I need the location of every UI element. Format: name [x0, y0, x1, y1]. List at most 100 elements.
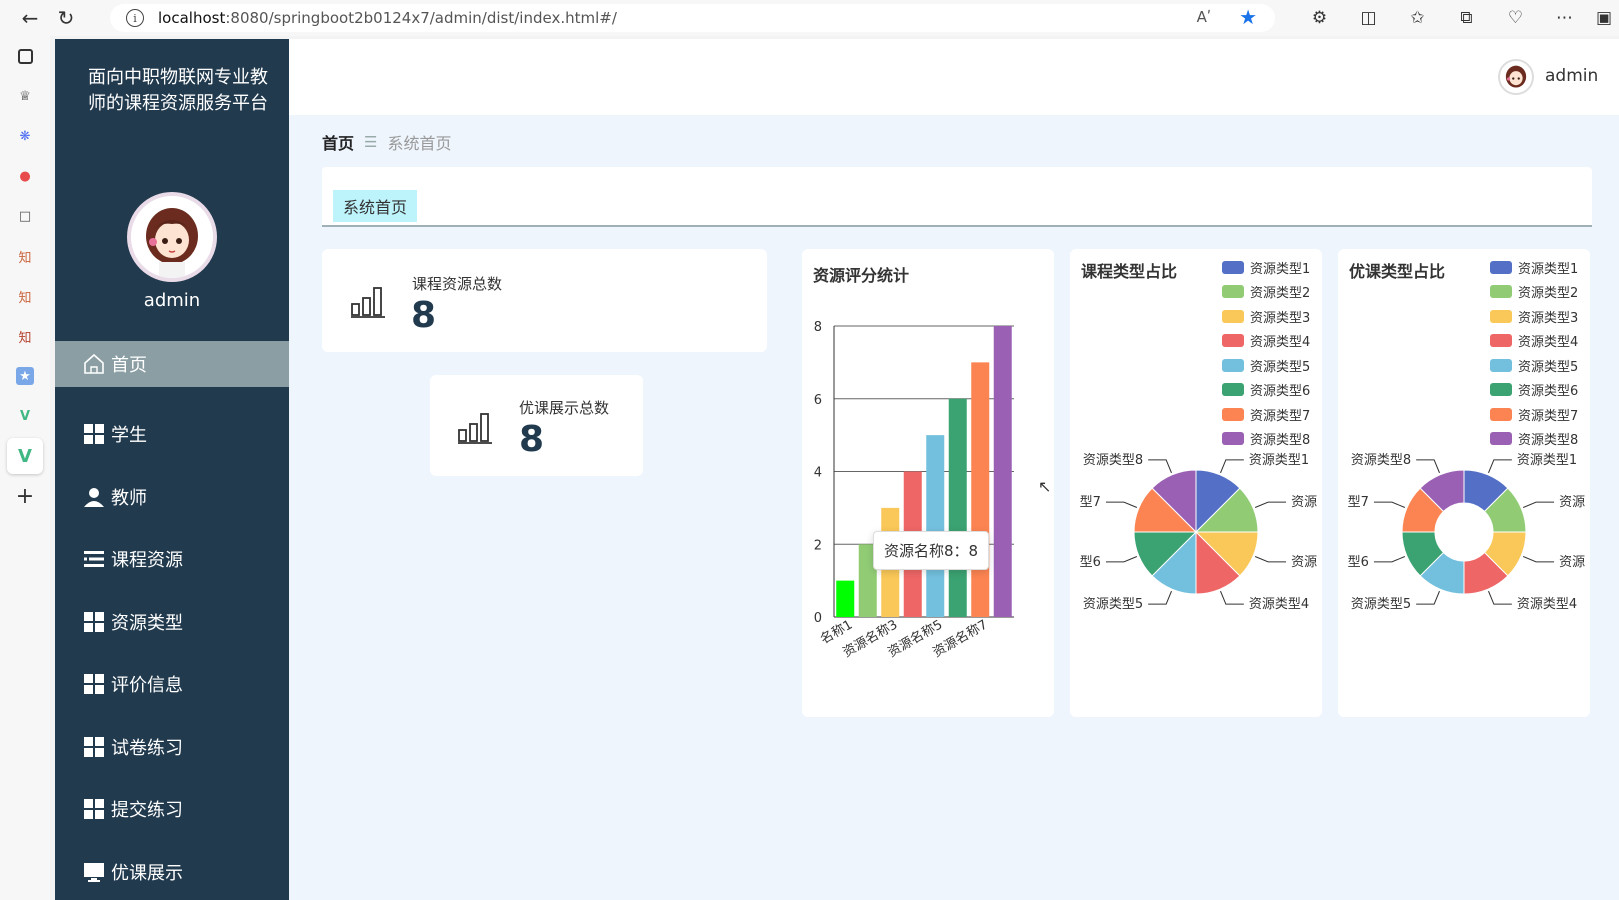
- favorites-icon[interactable]: ✩: [1410, 8, 1425, 28]
- tab-zhi-icon[interactable]: 知: [18, 330, 32, 346]
- sidebar-item-resource-types[interactable]: 资源类型: [55, 591, 289, 654]
- stat-label: 课程资源总数: [412, 275, 503, 293]
- bar: [836, 580, 855, 617]
- legend-item[interactable]: 资源类型5: [1222, 353, 1310, 378]
- legend-item[interactable]: 资源类型4: [1222, 329, 1310, 354]
- refresh-icon[interactable]: ↻: [57, 6, 75, 30]
- sidebar-item-label: 教师: [111, 487, 147, 509]
- grid-icon: [83, 673, 105, 695]
- tab-zhi-icon[interactable]: 知: [18, 250, 32, 266]
- chart-legend: 资源类型1 资源类型2 资源类型3 资源类型4 资源类型5 资源类型6 资源类型7 资源类型8: [1490, 255, 1578, 451]
- tab-cap-icon[interactable]: ★: [0, 356, 50, 396]
- back-arrow-icon[interactable]: ←: [21, 6, 39, 30]
- slice-label: 资源类型4: [1517, 597, 1577, 612]
- slice-label: 资源类型5: [1351, 597, 1411, 612]
- legend-swatch: [1490, 407, 1512, 421]
- stat-card-featured-courses: 优课展示总数 8: [430, 375, 643, 476]
- address-bar[interactable]: i localhost:8080/springboot2b0124x7/admi…: [110, 4, 1275, 32]
- more-icon[interactable]: ⋯: [1556, 8, 1573, 28]
- tabs-bar: 系统首页: [322, 167, 1592, 227]
- legend-item[interactable]: 资源类型7: [1490, 402, 1578, 427]
- tab-paw-icon[interactable]: ❋: [19, 128, 31, 144]
- legend-item[interactable]: 资源类型6: [1222, 378, 1310, 403]
- legend-item[interactable]: 资源类型1: [1222, 255, 1310, 280]
- slice-label: 资源: [1559, 555, 1585, 570]
- legend-label: 资源类型3: [1250, 310, 1311, 326]
- tab-zhi-icon[interactable]: 知: [18, 290, 32, 306]
- legend-label: 资源类型4: [1518, 335, 1579, 351]
- bar: [926, 435, 945, 617]
- slice-label: 资源类型4: [1249, 597, 1309, 612]
- legend-swatch: [1222, 309, 1244, 323]
- tab-actions-icon[interactable]: [0, 36, 50, 76]
- chart-legend: 资源类型1 资源类型2 资源类型3 资源类型4 资源类型5 资源类型6 资源类型7 资源类型8: [1222, 255, 1310, 451]
- tab-document-icon[interactable]: □: [18, 208, 32, 224]
- sidebar-item-students[interactable]: 学生: [55, 403, 289, 466]
- tab-crown-icon[interactable]: ♕: [19, 88, 31, 104]
- legend-label: 资源类型6: [1250, 384, 1311, 400]
- sidebar-item-exam-practice[interactable]: 试卷练习: [55, 716, 289, 779]
- sidebar-item-featured-courses[interactable]: 优课展示: [55, 841, 289, 900]
- sidebar-item-teachers[interactable]: 教师: [55, 466, 289, 529]
- sidebar-item-home[interactable]: 首页: [55, 341, 289, 387]
- legend-item[interactable]: 资源类型7: [1222, 402, 1310, 427]
- legend-item[interactable]: 资源类型6: [1490, 378, 1578, 403]
- stat-label: 优课展示总数: [519, 399, 610, 417]
- sidebar-item-label: 试卷练习: [111, 737, 183, 759]
- legend-item[interactable]: 资源类型3: [1222, 304, 1310, 329]
- top-header: admin: [289, 39, 1619, 115]
- legend-swatch: [1490, 309, 1512, 323]
- favorite-star-icon[interactable]: ★: [1239, 5, 1257, 29]
- legend-label: 资源类型4: [1250, 335, 1311, 351]
- legend-item[interactable]: 资源类型5: [1490, 353, 1578, 378]
- legend-swatch: [1222, 432, 1244, 446]
- extensions-icon[interactable]: ⚙: [1311, 8, 1328, 28]
- chart-card-resource-scores: 资源评分统计 0 2 4 6 8 名称1 资源名称3 资源名称5 资源名称7 资源名称8：8: [802, 249, 1054, 717]
- bar: [858, 544, 877, 617]
- split-screen-icon[interactable]: ◫: [1360, 8, 1377, 28]
- slice-label-line: [1254, 556, 1287, 563]
- grid-icon: [83, 611, 105, 633]
- y-tick-label: 4: [814, 466, 822, 481]
- sidebar-item-submitted-practice[interactable]: 提交练习: [55, 778, 289, 841]
- bar: [993, 326, 1012, 617]
- y-tick-label: 2: [814, 538, 822, 553]
- legend-item[interactable]: 资源类型1: [1490, 255, 1578, 280]
- browser-essentials-icon[interactable]: ♡: [1507, 8, 1524, 28]
- new-tab-icon[interactable]: +: [15, 483, 35, 509]
- legend-item[interactable]: 资源类型2: [1490, 280, 1578, 305]
- tab-vue-icon[interactable]: V: [0, 436, 50, 476]
- site-info-icon[interactable]: i: [126, 9, 144, 27]
- breadcrumb-home[interactable]: 首页: [322, 134, 355, 153]
- grid-icon: [83, 736, 105, 758]
- sidebar-item-course-resources[interactable]: 课程资源: [55, 528, 289, 591]
- legend-item[interactable]: 资源类型2: [1222, 280, 1310, 305]
- slice-label-line: [1416, 459, 1440, 474]
- sidebar-item-label: 优课展示: [111, 862, 183, 884]
- collections-icon[interactable]: ⧉: [1460, 8, 1473, 28]
- legend-item[interactable]: 资源类型8: [1490, 427, 1578, 452]
- legend-item[interactable]: 资源类型8: [1222, 427, 1310, 452]
- tab-vue-icon[interactable]: V: [19, 408, 31, 424]
- user-avatar[interactable]: [1498, 59, 1534, 95]
- slice-label-line: [1220, 590, 1244, 605]
- legend-item[interactable]: 资源类型4: [1490, 329, 1578, 354]
- sidebar-toggle-icon[interactable]: ▣: [1595, 8, 1613, 28]
- user-name[interactable]: admin: [1545, 66, 1599, 86]
- avatar: [127, 192, 217, 282]
- monitor-icon: [83, 861, 105, 883]
- legend-item[interactable]: 资源类型3: [1490, 304, 1578, 329]
- vertical-tab-strip: ♕ ❋ ● □ 知 知 知 ★ V V +: [0, 36, 50, 900]
- sidebar-item-evaluations[interactable]: 评价信息: [55, 653, 289, 716]
- slice-label-line: [1522, 501, 1555, 508]
- read-aloud-icon[interactable]: Aʹ: [1196, 8, 1211, 26]
- legend-label: 资源类型8: [1250, 433, 1311, 449]
- grid-icon: [83, 798, 105, 820]
- tab-red-icon[interactable]: ●: [19, 168, 31, 184]
- legend-swatch: [1490, 358, 1512, 372]
- stat-value: 8: [519, 419, 545, 460]
- slice-label-line: [1254, 501, 1287, 508]
- legend-swatch: [1490, 285, 1512, 299]
- tab-system-home[interactable]: 系统首页: [333, 190, 418, 222]
- slice-label: 资源类型5: [1083, 597, 1143, 612]
